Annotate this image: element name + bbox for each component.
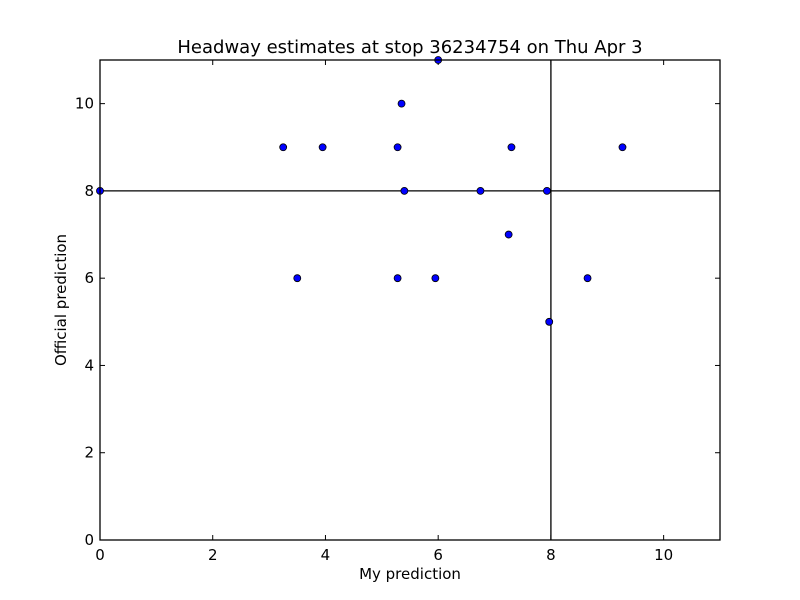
data-point	[397, 99, 406, 108]
y-tick-label: 10	[75, 95, 94, 113]
y-tick-label: 0	[84, 531, 94, 549]
data-point	[400, 187, 409, 195]
y-tick-label: 4	[84, 356, 94, 374]
data-point	[476, 187, 485, 195]
plot-frame	[99, 59, 721, 541]
x-tick-label: 10	[654, 546, 673, 564]
data-point	[504, 230, 513, 239]
chart-title: Headway estimates at stop 36234754 on Th…	[177, 37, 642, 58]
data-point	[545, 317, 554, 326]
x-tick-label: 8	[546, 546, 556, 564]
data-point	[507, 143, 516, 152]
x-tick-label: 0	[95, 546, 105, 564]
y-tick-label: 2	[84, 444, 94, 462]
data-point	[318, 143, 327, 152]
data-point	[279, 143, 288, 152]
y-axis-label: Official prediction	[52, 234, 70, 366]
y-tick-label: 6	[84, 269, 94, 287]
x-tick-label: 6	[433, 546, 443, 564]
data-point	[431, 274, 440, 283]
data-point	[393, 143, 402, 152]
x-tick-label: 2	[208, 546, 218, 564]
x-axis-label: My prediction	[359, 565, 461, 583]
data-point	[618, 143, 627, 152]
data-point	[543, 187, 551, 195]
data-point	[583, 274, 592, 283]
y-tick-label: 8	[84, 182, 94, 200]
data-point	[393, 274, 402, 283]
plot-area: 0 2 4 6 8 10 0 2 4 6 8 10	[75, 56, 721, 564]
x-tick-label: 4	[321, 546, 331, 564]
data-point	[293, 274, 302, 283]
